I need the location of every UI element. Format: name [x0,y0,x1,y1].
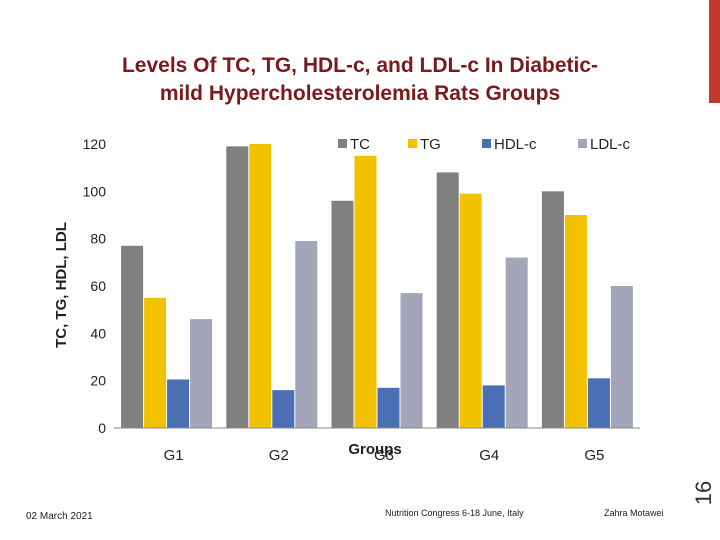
bar-g1-tc [121,245,144,428]
legend-item-hdl-c: HDL-c [482,136,537,153]
legend-label-tg: TG [420,136,441,153]
page-number: 16 [691,480,716,506]
bar-g3-tg [354,155,377,429]
y-tick-20: 20 [90,373,106,389]
x-tick-labels: G1 G2 G3 G4 G5 [164,447,605,464]
y-tick-40: 40 [90,325,106,341]
x-tick-g5: G5 [584,447,604,464]
legend-label-ldl-c: LDL-c [590,136,631,153]
legend-item-ldl-c: LDL-c [578,136,631,153]
y-axis-label: TC, TG, HDL, LDL [53,222,70,348]
legend-item-tg: TG [408,136,441,153]
x-tick-g2: G2 [269,447,289,464]
bar-g3-ldl-c [400,293,423,428]
bar-g1-hdl-c [167,379,190,428]
y-tick-80: 80 [90,231,106,247]
title-line-2: mild Hypercholesterolemia Rats Groups [159,82,561,105]
bar-g5-hdl-c [587,378,610,428]
footer-author: Zahra Motawei [604,508,664,518]
bar-g2-tg [249,144,272,428]
y-tick-100: 100 [83,183,107,199]
footer-date: 02 March 2021 [26,511,93,522]
y-tick-120: 120 [83,136,107,152]
bar-g5-tc [541,191,564,428]
title-line-1: Levels Of TC, TG, HDL-c, and LDL-c In Di… [121,54,599,77]
bar-g4-hdl-c [482,385,505,428]
x-tick-g4: G4 [479,447,499,464]
y-tick-labels: 0 20 40 60 80 100 120 [83,136,107,436]
bar-g1-tg [144,297,167,428]
legend-item-tc: TC [338,136,370,153]
bar-g2-hdl-c [272,390,295,428]
bar-g3-hdl-c [377,387,400,428]
bar-g5-tg [564,215,587,428]
legend-swatch-hdl-c [482,139,491,148]
legend-swatch-tg [408,139,417,148]
legend-swatch-ldl-c [578,139,587,148]
legend: TC TG HDL-c LDL-c [338,136,631,153]
bar-g4-tg [459,193,482,428]
bar-g2-tc [226,146,249,428]
accent-bar [709,0,720,103]
legend-swatch-tc [338,139,347,148]
bar-g5-ldl-c [610,286,633,428]
footer-conference: Nutrition Congress 6-18 June, Italy [385,508,524,518]
bar-g1-ldl-c [190,319,213,428]
x-axis-label: Groups [348,441,401,458]
bar-chart: 0 20 40 60 80 100 120 G1 G2 G3 G4 G5 TC TG HDL-c LDL-… [53,136,640,464]
y-tick-0: 0 [98,420,106,436]
x-tick-g1: G1 [164,447,184,464]
x-tick-g3: G3 [374,447,394,464]
legend-label-tc: TC [350,136,370,153]
bar-g3-tc [331,200,354,428]
slide-title: Levels Of TC, TG, HDL-c, and LDL-c In Di… [40,52,680,108]
bar-g4-ldl-c [505,257,528,428]
bar-g2-ldl-c [295,241,318,428]
legend-label-hdl-c: HDL-c [494,136,537,153]
bars-group [121,144,633,429]
bar-g4-tc [436,172,459,428]
y-tick-60: 60 [90,278,106,294]
